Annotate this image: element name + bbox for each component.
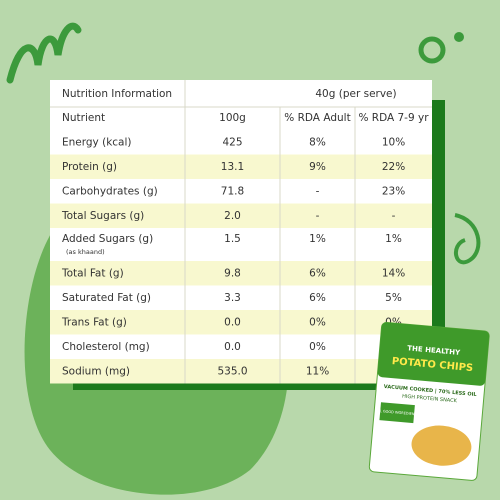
row-bg <box>50 130 432 155</box>
row-bg <box>50 228 432 261</box>
cell: - <box>392 210 396 222</box>
column-header: % RDA Adult <box>284 112 350 124</box>
row-bg <box>50 285 432 310</box>
nutrient-label: Added Sugars (g) <box>62 233 153 245</box>
cell: - <box>316 210 320 222</box>
cell: 6% <box>309 292 326 304</box>
nutrient-label: Total Fat (g) <box>61 267 124 279</box>
nutrient-label: Cholesterol (mg) <box>62 341 150 353</box>
cell: 13.1 <box>221 161 244 173</box>
cell: 8% <box>309 136 326 148</box>
dot <box>454 32 464 42</box>
cell: 9.8 <box>224 267 241 279</box>
cell: 0.0 <box>224 341 241 353</box>
row-bg <box>50 179 432 204</box>
packet-top <box>377 322 490 386</box>
row-bg <box>50 261 432 286</box>
nutrient-label: Carbohydrates (g) <box>62 185 158 197</box>
row-bg <box>50 359 432 384</box>
row-bg <box>50 203 432 228</box>
chips-packet: THE HEALTHY POTATO CHIPS VACUUM COOKED |… <box>368 321 490 481</box>
cell: 14% <box>382 267 405 279</box>
packet-text: HIGH PROTEIN SNACK <box>402 394 458 405</box>
cell: 11% <box>306 365 329 377</box>
cell: 1% <box>309 233 326 245</box>
squiggle <box>6 22 82 84</box>
cell: 9% <box>309 161 326 173</box>
row-bg <box>50 334 432 359</box>
column-header: 100g <box>219 112 246 124</box>
swirl <box>454 213 481 265</box>
badge <box>379 402 415 424</box>
row-bg <box>50 310 432 335</box>
cell: 0% <box>309 341 326 353</box>
cell: 2.0 <box>224 210 241 222</box>
cell: 0.0 <box>224 316 241 328</box>
cell: 71.8 <box>221 185 244 197</box>
nutrient-label: Trans Fat (g) <box>61 316 127 328</box>
ring <box>418 36 446 64</box>
cell: 535.0 <box>217 365 247 377</box>
cell: 425 <box>222 136 242 148</box>
cell: 1.5 <box>224 233 241 245</box>
nutrient-label: Total Sugars (g) <box>61 210 144 222</box>
nutrition-table: Nutrition Information 40g (per serve) Nutr… <box>50 80 432 384</box>
cell: 10% <box>382 136 405 148</box>
nutrient-label: Protein (g) <box>62 161 117 173</box>
cell-note: (as khaand) <box>66 248 105 256</box>
column-header: % RDA 7-9 yr <box>358 112 429 124</box>
packet-text: ALL GOOD INGREDIENTS <box>375 409 419 417</box>
cell: 3.3 <box>224 292 241 304</box>
nutrient-label: Saturated Fat (g) <box>62 292 151 304</box>
nutrient-label: Sodium (mg) <box>62 365 130 377</box>
cell: 22% <box>382 161 405 173</box>
nutrient-label: Energy (kcal) <box>62 136 132 148</box>
chips-image <box>411 425 472 466</box>
column-header: Nutrient <box>62 112 105 124</box>
cell: 6% <box>309 267 326 279</box>
table-title: Nutrition Information <box>62 88 172 100</box>
row-bg <box>50 154 432 179</box>
cell: 5% <box>385 292 402 304</box>
cell: 23% <box>382 185 405 197</box>
cell: 0% <box>309 316 326 328</box>
serve-header: 40g (per serve) <box>315 88 396 100</box>
cell: - <box>316 185 320 197</box>
cell: 1% <box>385 233 402 245</box>
